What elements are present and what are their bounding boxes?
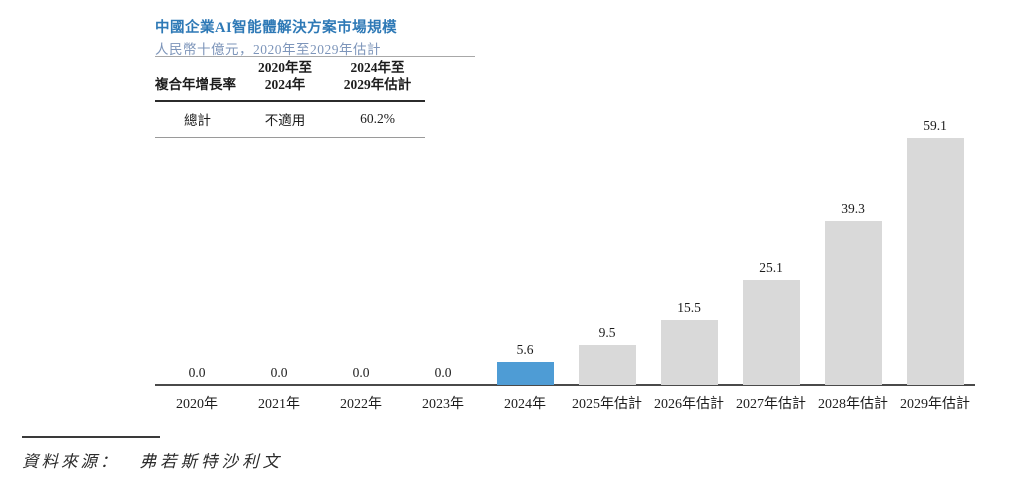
cagr-col-header-2024-2029: 2024年至 2029年估計 (330, 60, 425, 102)
bar (824, 221, 882, 385)
source-label: 資料來源： (22, 452, 120, 471)
cagr-col-header-metric: 複合年增長率 (155, 60, 240, 102)
x-axis-label: 2029年估計 (900, 397, 970, 412)
source-note: 資料來源： 弗若斯特沙利文 (22, 448, 283, 472)
bar-value-label: 25.1 (759, 260, 783, 275)
cagr-col2-line1: 2024年至 (350, 60, 405, 75)
chart-title: 中國企業AI智能體解決方案市場規模 (155, 20, 398, 36)
x-axis-label: 2026年估計 (654, 397, 724, 412)
cagr-table: 複合年增長率 2020年至 2024年 2024年至 2029年估計 總計 不適用 … (155, 60, 425, 138)
cagr-col2-line2: 2029年估計 (343, 76, 412, 92)
x-axis-label: 2027年估計 (736, 397, 806, 412)
cagr-col1-line2: 2024年 (264, 76, 306, 92)
bar-value-label: 5.6 (516, 342, 534, 357)
x-axis-label: 2024年 (504, 397, 546, 412)
x-axis-label: 2028年估計 (818, 397, 888, 412)
bar-value-label: 39.3 (841, 201, 865, 216)
bar (742, 280, 800, 385)
x-axis-line (155, 384, 975, 386)
bar (906, 138, 964, 385)
source-name: 弗若斯特沙利文 (139, 452, 283, 471)
source-rule (22, 436, 160, 438)
bar-value-label: 9.5 (598, 325, 616, 340)
header-rule (155, 56, 475, 57)
chart-subtitle: 人民幣十億元，2020年至2029年估計 (155, 42, 381, 57)
bar (496, 362, 554, 385)
cagr-value-2024-2029: 60.2% (330, 100, 425, 138)
cagr-header-row: 複合年增長率 2020年至 2024年 2024年至 2029年估計 (155, 60, 425, 102)
bar-value-label: 0.0 (270, 365, 288, 380)
x-axis-label: 2022年 (340, 397, 382, 412)
x-axis-label: 2021年 (258, 397, 300, 412)
bar (578, 345, 636, 385)
bar-value-label: 59.1 (923, 118, 947, 133)
cagr-col-header-2020-2024: 2020年至 2024年 (240, 60, 330, 102)
bar-value-label: 0.0 (434, 365, 452, 380)
cagr-value-2020-2024: 不適用 (240, 100, 330, 138)
bar-value-label: 0.0 (352, 365, 370, 380)
cagr-row-label: 總計 (155, 100, 240, 138)
x-axis-label: 2023年 (422, 397, 464, 412)
bar (660, 320, 718, 385)
cagr-col1-line1: 2020年至 (258, 60, 312, 75)
x-axis-label: 2020年 (176, 397, 218, 412)
cagr-data-row: 總計 不適用 60.2% (155, 100, 425, 138)
x-axis-label: 2025年估計 (572, 397, 642, 412)
bar-value-label: 0.0 (188, 365, 206, 380)
bar-value-label: 15.5 (677, 300, 701, 315)
